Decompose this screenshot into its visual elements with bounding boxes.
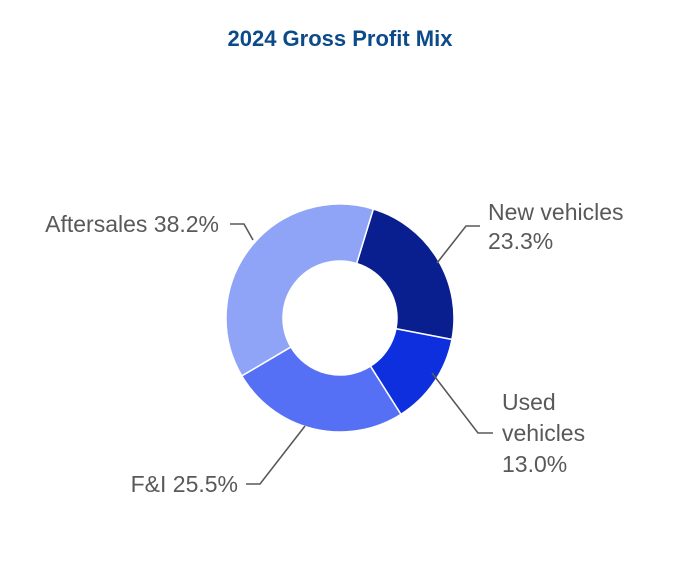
slice-fandi	[240, 345, 402, 433]
leader-line-aftersales	[230, 223, 254, 241]
data-label-new-vehicles: New vehicles 23.3%	[488, 199, 624, 254]
chart-title: 2024 Gross Profit Mix	[227, 26, 453, 51]
leader-line-new-vehicles	[436, 225, 480, 264]
leader-line-used-vehicles	[431, 372, 493, 434]
slice-new-vehicles	[355, 208, 455, 341]
slice-aftersales	[225, 203, 375, 377]
data-label-fandi: F&I 25.5%	[131, 471, 238, 497]
data-label-aftersales: Aftersales 38.2%	[45, 211, 219, 237]
data-label-used-vehicles: Used vehicles 13.0%	[502, 389, 585, 477]
leader-line-fandi	[246, 425, 306, 485]
